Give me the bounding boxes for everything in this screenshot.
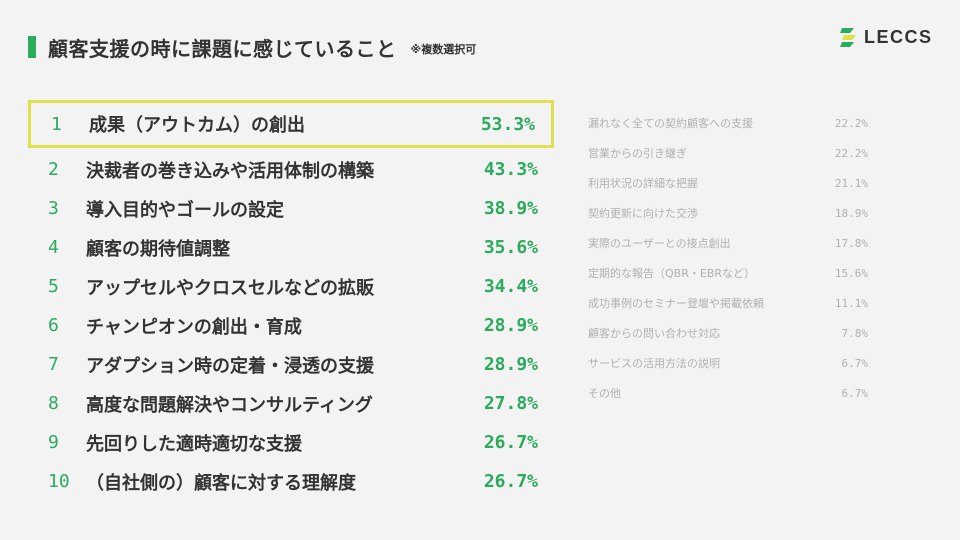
list-item: 実際のユーザーとの接点創出 17.8% xyxy=(588,228,872,258)
item-percentage: 22.2% xyxy=(834,116,868,130)
item-percentage: 35.6% xyxy=(483,237,538,258)
item-percentage: 28.9% xyxy=(483,354,538,375)
item-percentage: 26.7% xyxy=(483,432,538,453)
item-percentage: 18.9% xyxy=(834,206,868,220)
multiple-choice-note: ※複数選択可 xyxy=(410,43,477,56)
rank-number: 10 xyxy=(48,471,70,492)
item-percentage: 27.8% xyxy=(483,393,538,414)
item-label: 成果（アウトカム）の創出 xyxy=(89,115,305,136)
list-item: 9 先回りした適時適切な支援 26.7% xyxy=(28,423,554,462)
leccs-logo-icon xyxy=(840,27,856,47)
item-label: アダプション時の定着・浸透の支援 xyxy=(86,355,374,377)
rank-number: 2 xyxy=(48,159,59,180)
header-accent-bar xyxy=(28,36,36,58)
item-label: 営業からの引き継ぎ xyxy=(588,147,687,160)
list-item: 2 決裁者の巻き込みや活用体制の構築 43.3% xyxy=(28,150,554,189)
item-percentage: 38.9% xyxy=(483,198,538,219)
item-percentage: 6.7% xyxy=(841,356,869,370)
rank-number: 1 xyxy=(51,113,62,135)
slide-title: 顧客支援の時に課題に感じていること xyxy=(48,36,397,61)
list-item: サービスの活用方法の説明 6.7% xyxy=(588,348,872,378)
item-label: チャンピオンの創出・育成 xyxy=(86,316,302,338)
rank-number: 4 xyxy=(48,237,59,258)
other-items-list: 漏れなく全ての契約顧客への支援 22.2% 営業からの引き継ぎ 22.2% 利用… xyxy=(588,108,872,408)
item-label: 実際のユーザーとの接点創出 xyxy=(588,237,731,250)
item-label: 高度な問題解決やコンサルティング xyxy=(86,394,373,416)
item-percentage: 11.1% xyxy=(834,296,868,310)
item-label: 契約更新に向けた交渉 xyxy=(588,207,698,220)
list-item: 8 高度な問題解決やコンサルティング 27.8% xyxy=(28,384,554,423)
item-label: アップセルやクロスセルなどの拡販 xyxy=(86,277,374,299)
item-percentage: 53.3% xyxy=(480,113,535,135)
list-item: 5 アップセルやクロスセルなどの拡販 34.4% xyxy=(28,267,554,306)
leccs-logo: LECCS xyxy=(840,27,933,48)
item-label: その他 xyxy=(588,387,621,400)
logo-text: LECCS xyxy=(864,27,933,47)
list-item: その他 6.7% xyxy=(588,378,872,408)
item-label: サービスの活用方法の説明 xyxy=(588,357,720,370)
item-label: （自社側の）顧客に対する理解度 xyxy=(86,472,356,494)
top-ten-list: 1 成果（アウトカム）の創出 53.3% 2 決裁者の巻き込みや活用体制の構築 … xyxy=(28,100,554,501)
item-percentage: 7.8% xyxy=(841,326,869,340)
item-label: 先回りした適時適切な支援 xyxy=(86,433,302,455)
item-percentage: 6.7% xyxy=(841,386,869,400)
item-label: 顧客の期待値調整 xyxy=(86,238,230,260)
rank-number: 8 xyxy=(48,393,59,414)
item-percentage: 15.6% xyxy=(834,266,868,280)
item-percentage: 34.4% xyxy=(483,276,538,297)
item-percentage: 22.2% xyxy=(834,146,868,160)
item-label: 顧客からの問い合わせ対応 xyxy=(588,327,720,340)
item-percentage: 17.8% xyxy=(834,236,868,250)
list-item: 4 顧客の期待値調整 35.6% xyxy=(28,228,554,267)
list-item-top: 1 成果（アウトカム）の創出 53.3% xyxy=(28,100,554,148)
item-label: 漏れなく全ての契約顧客への支援 xyxy=(588,117,753,130)
item-percentage: 43.3% xyxy=(483,159,538,180)
item-label: 成功事例のセミナー登壇や掲載依頼 xyxy=(588,297,764,310)
list-item: 営業からの引き継ぎ 22.2% xyxy=(588,138,872,168)
item-percentage: 28.9% xyxy=(483,315,538,336)
list-item: 定期的な報告（QBR・EBRなど） 15.6% xyxy=(588,258,872,288)
item-percentage: 21.1% xyxy=(834,176,868,190)
item-label: 決裁者の巻き込みや活用体制の構築 xyxy=(86,160,374,182)
rank-number: 6 xyxy=(48,315,59,336)
slide-header: 顧客支援の時に課題に感じていること ※複数選択可 xyxy=(28,36,477,61)
list-item: 顧客からの問い合わせ対応 7.8% xyxy=(588,318,872,348)
item-percentage: 26.7% xyxy=(483,471,538,492)
item-label: 利用状況の詳細な把握 xyxy=(588,177,698,190)
list-item: 10 （自社側の）顧客に対する理解度 26.7% xyxy=(28,462,554,501)
list-item: 成功事例のセミナー登壇や掲載依頼 11.1% xyxy=(588,288,872,318)
list-item: 6 チャンピオンの創出・育成 28.9% xyxy=(28,306,554,345)
rank-number: 7 xyxy=(48,354,59,375)
rank-number: 5 xyxy=(48,276,59,297)
list-item: 漏れなく全ての契約顧客への支援 22.2% xyxy=(588,108,872,138)
list-item: 7 アダプション時の定着・浸透の支援 28.9% xyxy=(28,345,554,384)
list-item: 3 導入目的やゴールの設定 38.9% xyxy=(28,189,554,228)
list-item: 契約更新に向けた交渉 18.9% xyxy=(588,198,872,228)
rank-number: 9 xyxy=(48,432,59,453)
item-label: 導入目的やゴールの設定 xyxy=(86,199,284,221)
rank-number: 3 xyxy=(48,198,59,219)
item-label: 定期的な報告（QBR・EBRなど） xyxy=(588,267,755,280)
list-item: 利用状況の詳細な把握 21.1% xyxy=(588,168,872,198)
